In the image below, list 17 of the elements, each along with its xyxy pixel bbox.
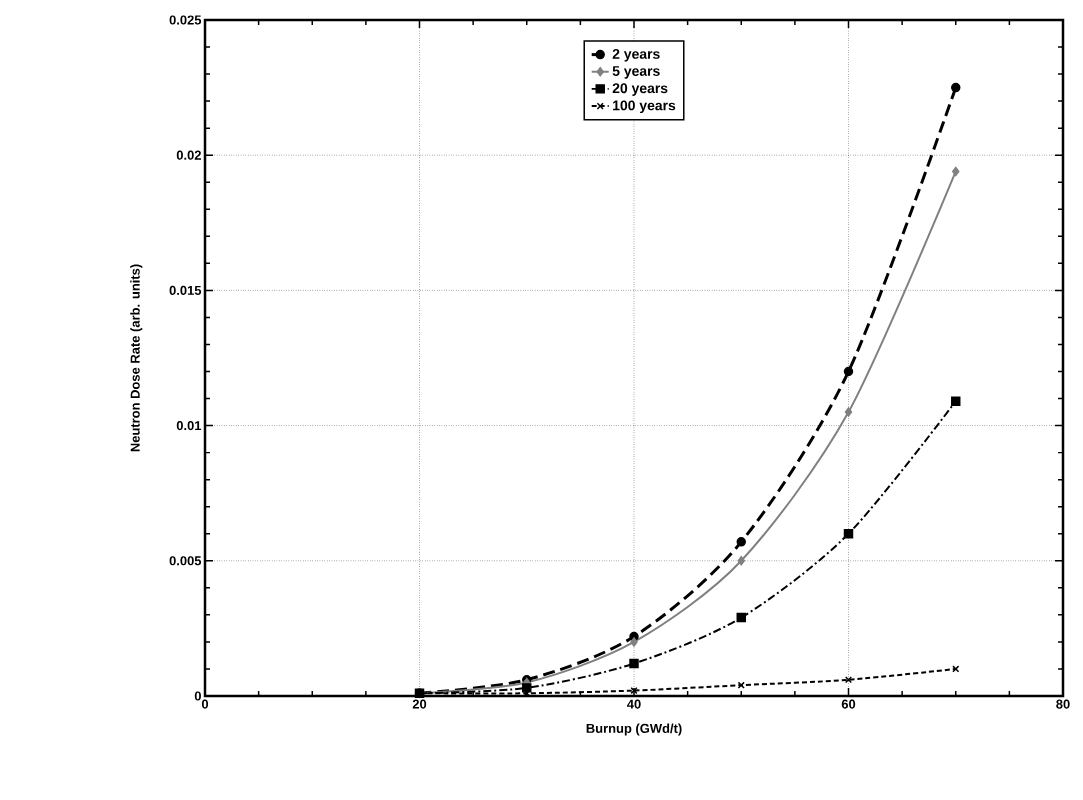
legend-label: 100 years — [613, 100, 676, 114]
y-tick-label: 0.005 — [169, 556, 202, 566]
legend-label: 20 years — [612, 83, 668, 96]
x-tick-label: 40 — [627, 699, 641, 709]
x-axis-title: Burnup (GWd/t) — [586, 723, 682, 736]
x-tick-label: 0 — [201, 699, 209, 709]
y-tick-label: 0.015 — [169, 285, 202, 295]
y-axis-title: Neutron Dose Rate (arb. units) — [130, 264, 143, 452]
x-tick-label: 80 — [1056, 699, 1070, 709]
y-tick-label: 0.01 — [176, 421, 202, 431]
legend-label: 5 years — [612, 66, 660, 79]
y-tick-label: 0.02 — [176, 150, 201, 160]
x-tick-label: 60 — [841, 699, 856, 709]
y-tick-label: 0 — [194, 691, 201, 701]
legend-label: 2 years — [612, 48, 660, 62]
y-tick-label: 0.025 — [169, 15, 202, 25]
x-tick-label: 20 — [412, 699, 427, 709]
